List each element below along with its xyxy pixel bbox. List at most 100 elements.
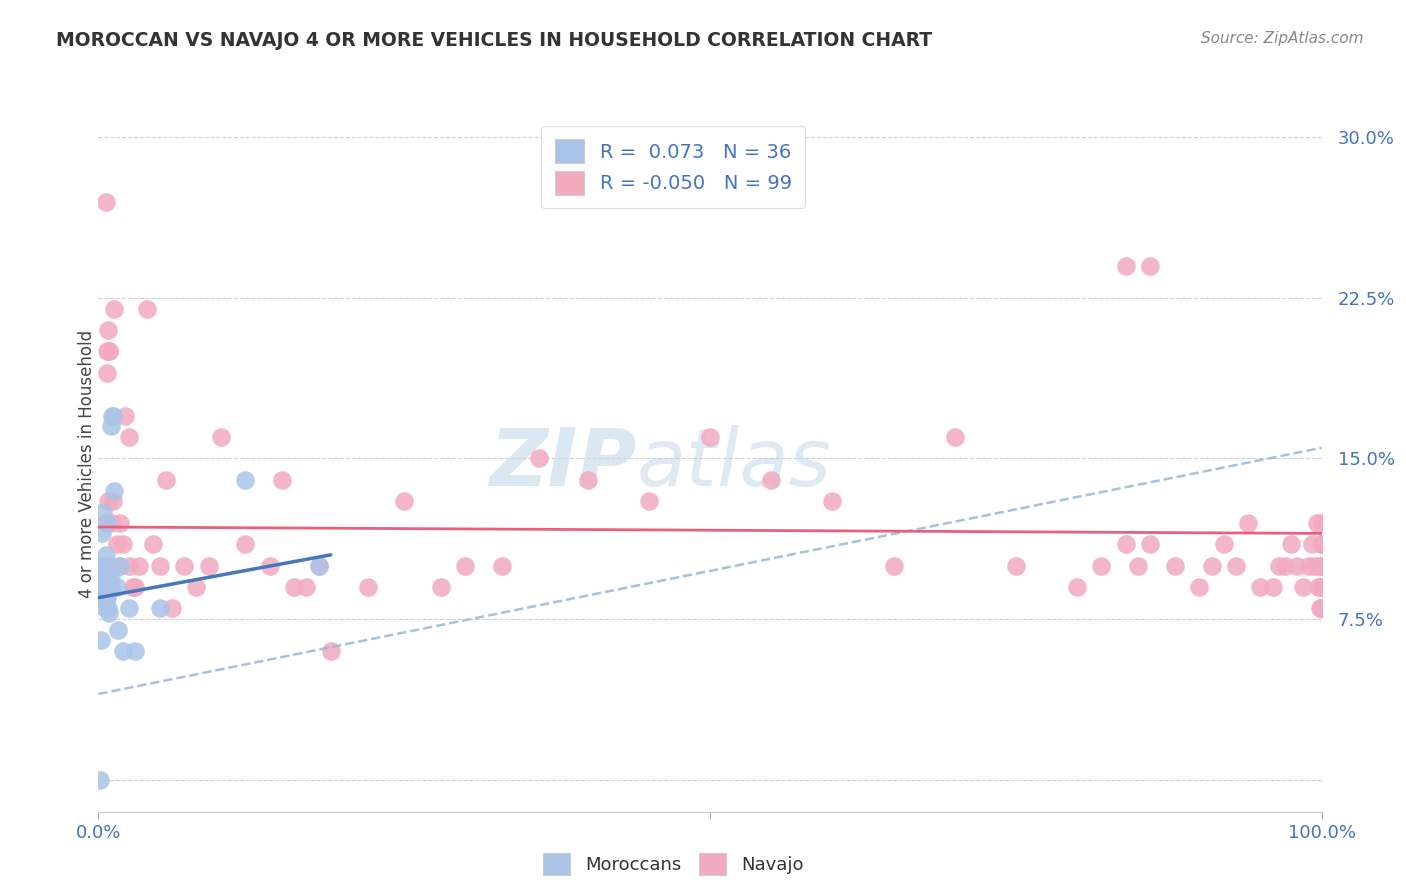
Point [90,580,112,594]
Point [1279,537,1302,551]
Point [308,558,330,573]
Point [1310,601,1333,615]
Point [1237,516,1260,530]
Text: MOROCCAN VS NAVAJO 4 OR MORE VEHICLES IN HOUSEHOLD CORRELATION CHART: MOROCCAN VS NAVAJO 4 OR MORE VEHICLES IN… [56,31,932,50]
Point [1066,580,1088,594]
Point [91,591,114,605]
Point [98,580,121,594]
Point [118,558,141,573]
Point [94,548,117,562]
Point [155,473,177,487]
Point [821,494,844,508]
Point [94,194,117,209]
Point [283,580,305,594]
Point [101,494,124,508]
Point [1310,558,1333,573]
Point [1188,580,1211,594]
Point [94,569,117,583]
Point [107,623,129,637]
Point [1090,558,1112,573]
Point [1298,558,1320,573]
Point [1274,558,1296,573]
Point [90,633,112,648]
Point [93,558,115,573]
Point [1310,537,1333,551]
Point [1303,558,1326,573]
Point [111,537,134,551]
Point [197,558,219,573]
Point [93,580,115,594]
Point [233,537,256,551]
Point [1212,537,1234,551]
Point [454,558,477,573]
Point [100,419,122,434]
Point [392,494,416,508]
Point [124,644,146,658]
Point [1310,537,1333,551]
Point [259,558,281,573]
Point [761,473,783,487]
Point [91,558,114,573]
Point [1310,558,1333,573]
Point [356,580,378,594]
Point [160,601,183,615]
Point [1225,558,1247,573]
Point [98,606,121,620]
Point [173,558,195,573]
Point [430,580,453,594]
Point [1310,558,1333,573]
Point [97,601,120,615]
Point [97,580,120,594]
Point [576,473,599,487]
Point [308,558,330,573]
Point [91,580,114,594]
Point [1310,558,1333,573]
Point [637,494,661,508]
Point [100,580,122,594]
Point [103,483,125,498]
Point [270,473,294,487]
Point [136,301,159,316]
Point [1306,580,1329,594]
Point [319,644,342,658]
Text: ZIP: ZIP [489,425,637,503]
Point [1310,580,1333,594]
Point [1306,516,1329,530]
Point [124,580,146,594]
Point [1301,537,1323,551]
Text: Source: ZipAtlas.com: Source: ZipAtlas.com [1201,31,1364,46]
Point [1261,580,1284,594]
Point [93,558,115,573]
Point [527,451,550,466]
Point [1310,516,1333,530]
Point [1164,558,1187,573]
Point [943,430,966,444]
Point [1310,580,1333,594]
Point [1139,259,1161,273]
Point [110,558,132,573]
Point [1004,558,1026,573]
Point [1128,558,1150,573]
Point [89,772,111,787]
Point [186,580,208,594]
Text: atlas: atlas [637,425,831,503]
Point [96,366,118,380]
Point [105,537,128,551]
Point [1310,537,1333,551]
Point [98,344,121,359]
Point [1310,558,1333,573]
Point [1310,558,1333,573]
Point [114,409,136,423]
Point [1115,259,1137,273]
Point [118,430,141,444]
Point [121,580,143,594]
Point [1115,537,1137,551]
Point [100,569,122,583]
Point [100,558,122,573]
Point [97,323,120,337]
Point [1309,601,1331,615]
Point [111,644,134,658]
Point [96,516,118,530]
Point [1308,558,1330,573]
Point [128,558,150,573]
